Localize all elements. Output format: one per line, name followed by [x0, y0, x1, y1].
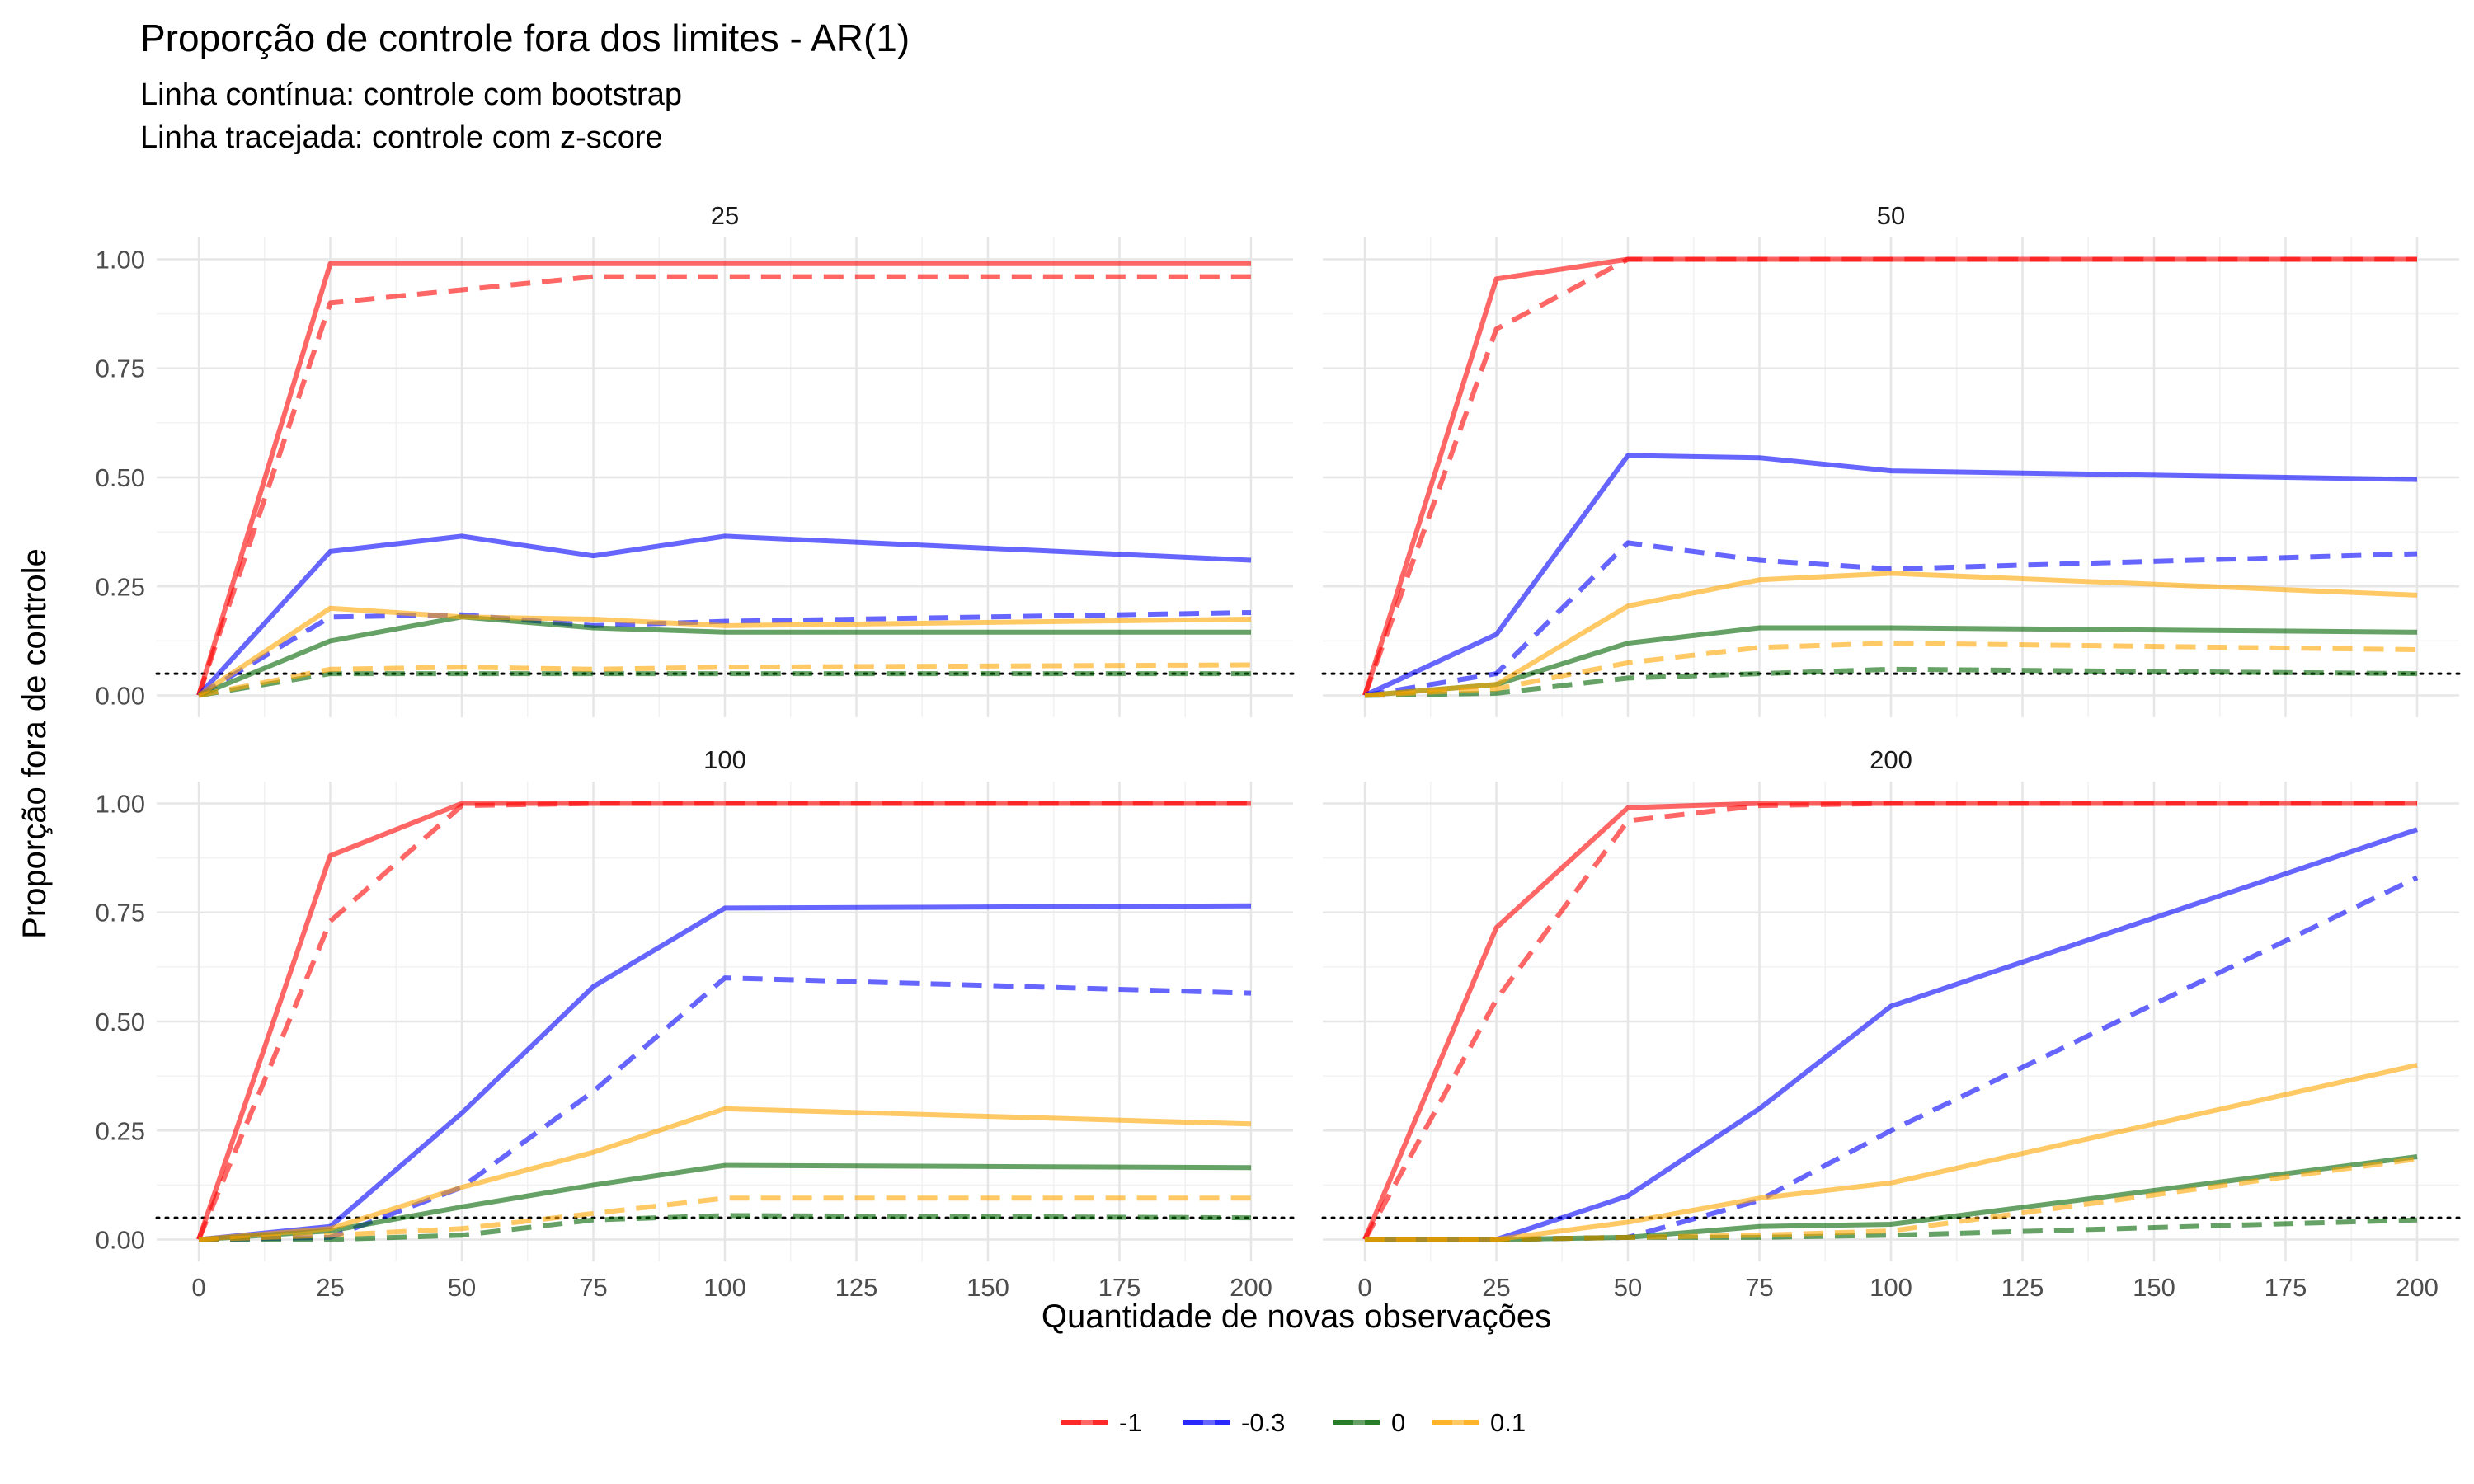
series-line--1-z-score [1362, 801, 2417, 1241]
x-tick-label: 175 [2265, 1273, 2307, 1302]
series-line--1-bootstrap [196, 801, 1251, 1241]
legend-label: -0.3 [1241, 1408, 1285, 1437]
y-tick-label: 0.75 [96, 355, 145, 383]
y-tick-label: 0.50 [96, 1007, 145, 1036]
panel-strip-label: 25 [711, 201, 739, 230]
y-tick-label: 0.50 [96, 463, 145, 492]
y-tick-label: 0.25 [96, 1116, 145, 1145]
x-tick-label: 50 [1614, 1273, 1642, 1302]
series-line--0.3-bootstrap [196, 533, 1252, 697]
y-tick-label: 1.00 [96, 789, 145, 818]
y-tick-label: 0.75 [96, 899, 145, 928]
legend-item: 0.1 [1432, 1408, 1526, 1437]
x-tick-label: 0 [191, 1273, 205, 1302]
series-line-0.1-bootstrap [197, 605, 1252, 698]
panel-100: 100 0.00 0.25 0.50 0.75 1.00 0 25 50 75 100 125 150 1… [96, 745, 1295, 1302]
legend-item: 0 [1333, 1408, 1405, 1437]
panel-strip-label: 100 [703, 745, 746, 774]
series-line-0.1-z-score [1365, 1156, 2418, 1242]
series-line-0.1-bootstrap [1364, 571, 2418, 698]
x-tick-label: 150 [967, 1273, 1009, 1302]
series-line-0.1-bootstrap [198, 1106, 1252, 1242]
series-line--1-bootstrap [196, 261, 1251, 697]
legend-label: -1 [1119, 1408, 1142, 1437]
x-tick-label: 50 [448, 1273, 476, 1302]
x-tick-label: 25 [316, 1273, 344, 1302]
series-line--1-z-score [196, 274, 1251, 697]
panel-strip-label: 50 [1877, 201, 1905, 230]
y-tick-label: 0.00 [96, 682, 145, 711]
panel-25: 25 0.00 0.25 0.50 0.75 1.00 [96, 201, 1295, 717]
panel-50: 50 [1321, 201, 2461, 717]
x-tick-label: 75 [579, 1273, 607, 1302]
legend-item: -1 [1061, 1408, 1142, 1437]
x-tick-label: 100 [703, 1273, 746, 1302]
series-line--0.3-bootstrap [1363, 453, 2418, 698]
x-tick-label: 150 [2133, 1273, 2175, 1302]
chart-subtitle-line-2: Linha tracejada: controle com z-score [140, 120, 663, 155]
legend-item: -0.3 [1183, 1408, 1285, 1437]
x-tick-label: 125 [2001, 1273, 2044, 1302]
series-line--0.3-z-score [1364, 540, 2418, 698]
series-line-0.1-z-score [198, 1195, 1251, 1242]
series-line-0-z-score [198, 671, 1251, 698]
series-line--1-z-score [1362, 256, 2417, 697]
x-tick-label: 125 [835, 1273, 878, 1302]
y-axis-title: Proporção fora de controle [16, 548, 53, 939]
y-tick-label: 1.00 [96, 245, 145, 274]
legend-label: 0 [1391, 1408, 1405, 1437]
y-tick-label: 0.00 [96, 1226, 145, 1255]
panel-200: 200 0 25 50 75 100 125 150 175 200 [1321, 745, 2461, 1302]
chart-title: Proporção de controle fora dos limites -… [140, 16, 910, 59]
series-line-0-z-score [1364, 666, 2418, 698]
x-tick-label: 200 [1230, 1273, 1272, 1302]
x-tick-label: 0 [1357, 1273, 1371, 1302]
series-line-0-z-score [199, 1213, 1252, 1242]
y-tick-label: 0.25 [96, 572, 145, 601]
series-line-0.1-z-score [198, 662, 1252, 698]
panel-strip-label: 200 [1870, 745, 1912, 774]
x-tick-label: 200 [2396, 1273, 2439, 1302]
series-line--1-z-score [196, 801, 1251, 1241]
x-tick-label: 100 [1870, 1273, 1912, 1302]
x-tick-label: 25 [1482, 1273, 1510, 1302]
legend-label: 0.1 [1490, 1408, 1526, 1437]
series-line-0.1-z-score [1364, 641, 2418, 698]
series-line-0-bootstrap [197, 614, 1251, 698]
x-tick-label: 175 [1098, 1273, 1141, 1302]
legend: -1 -0.3 0 0.1 [1061, 1408, 1526, 1437]
x-axis-title: Quantidade de novas observações [1042, 1298, 1551, 1335]
chart-subtitle-line-1: Linha contínua: controle com bootstrap [140, 77, 682, 112]
facet-panels: 25 0.00 0.25 0.50 0.75 1.00 50 100 0.00 0.25 0.50 0… [96, 201, 2461, 1302]
x-tick-label: 75 [1745, 1273, 1773, 1302]
